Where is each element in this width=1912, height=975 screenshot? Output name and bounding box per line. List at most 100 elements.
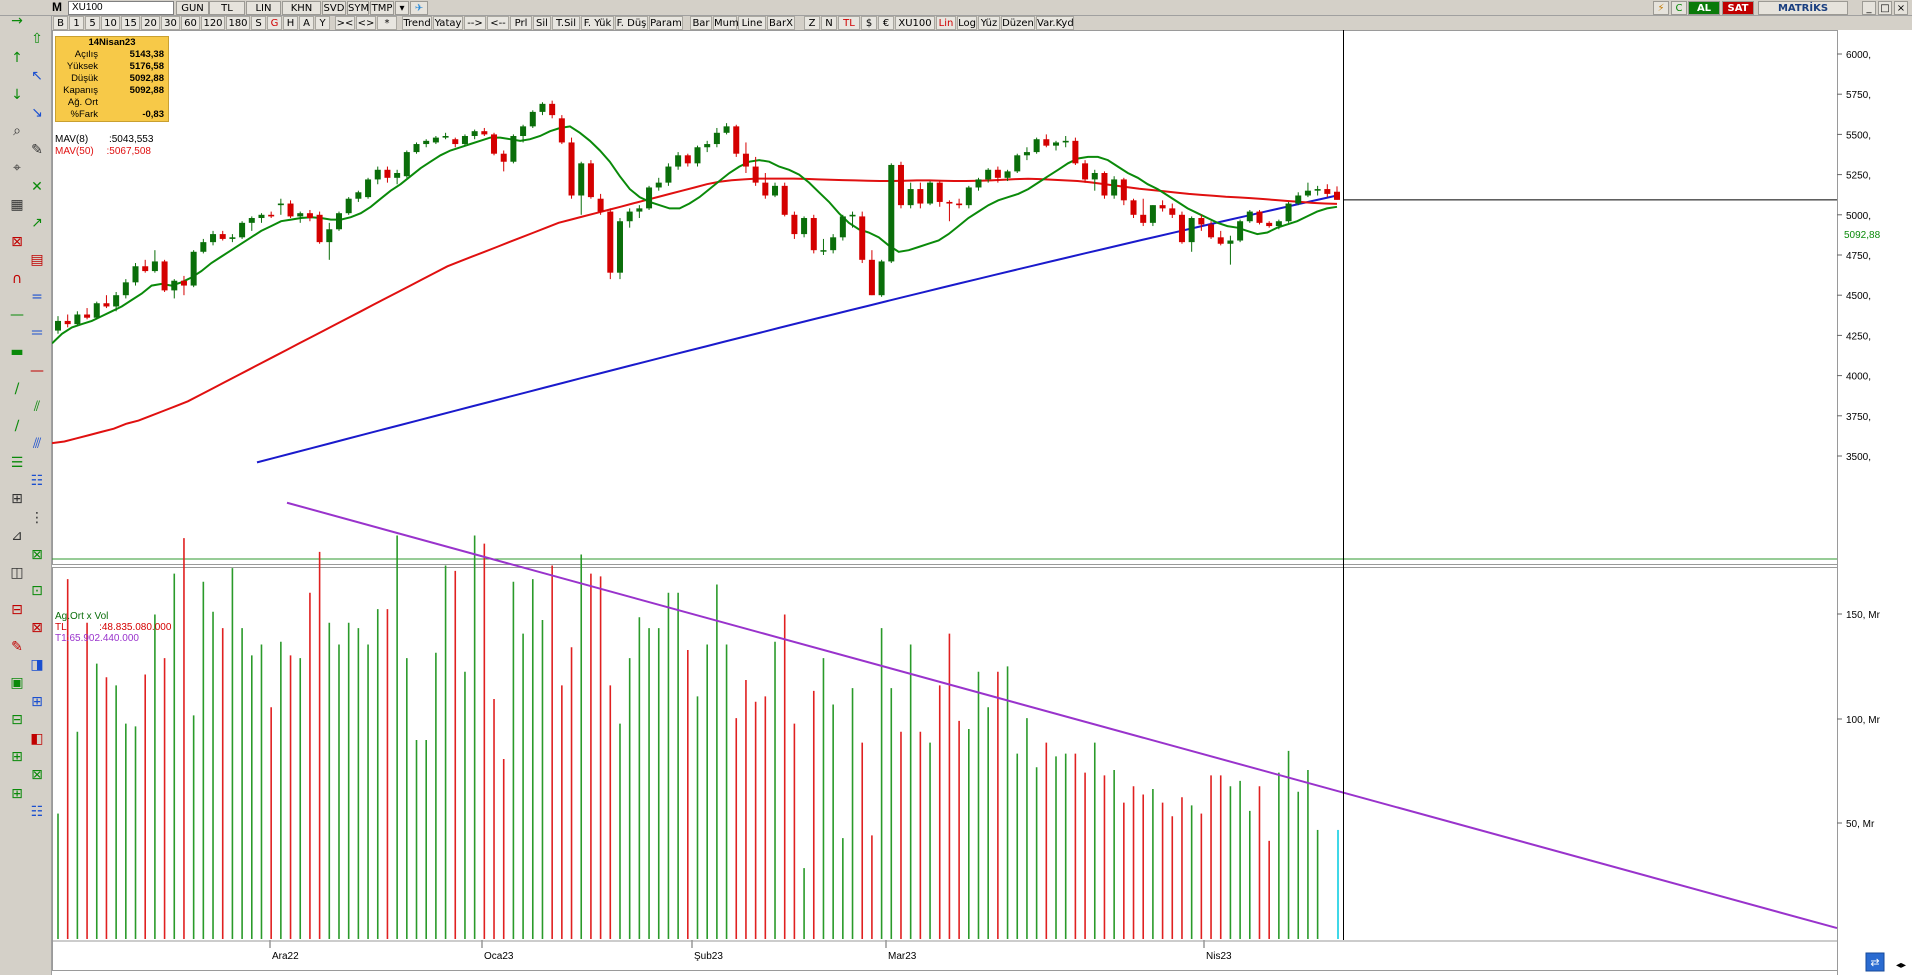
tool-icon-4[interactable]: ↓ [11,86,23,103]
tool-icon-15[interactable]: = [31,289,43,305]
option-button-7[interactable]: Log [957,16,977,30]
tool-icon-35[interactable]: ◨ [30,657,44,673]
period-button-gun[interactable]: GUN [176,1,209,15]
candle[interactable] [219,230,226,241]
candle[interactable] [113,291,120,312]
tool-icon-8[interactable]: ⌖ [13,160,21,177]
price-chart-svg[interactable]: 6000, 5750, 5500, 5250, 5000, 4750, 4500, 4250,… [52,30,1912,975]
candle[interactable] [529,110,536,128]
draw-button-0[interactable]: Trend [402,16,432,30]
interval-button-180[interactable]: 180 [226,16,250,30]
menu-m-icon[interactable]: M [52,0,62,14]
candle[interactable] [403,150,410,178]
interval-button-1[interactable]: 1 [69,16,84,30]
draw-button-3[interactable]: <-- [487,16,509,30]
candle[interactable] [897,161,904,209]
candle[interactable] [868,250,875,296]
candle[interactable] [1266,221,1273,228]
candle[interactable] [1314,185,1321,196]
tool-icon-27[interactable]: ⋮ [30,509,44,526]
candle[interactable] [684,153,691,167]
minimize-icon[interactable]: _ [1862,1,1876,15]
candle[interactable] [180,275,187,296]
candle[interactable] [1149,205,1156,227]
candle[interactable] [956,198,963,209]
candle[interactable] [200,238,207,254]
tool-icon-6[interactable]: ⌕ [13,123,21,140]
option-button-5[interactable]: XU100 [895,16,935,30]
candle[interactable] [587,160,594,199]
chart-type-line[interactable]: Line [738,16,766,30]
candle[interactable] [74,311,81,326]
interval-button-s[interactable]: S [251,16,266,30]
candle[interactable] [1111,176,1118,199]
tool-icon-26[interactable]: ⊞ [11,491,23,508]
candle[interactable] [481,127,488,137]
candle[interactable] [1237,219,1244,243]
candle[interactable] [297,211,304,223]
tool-icon-29[interactable]: ⊠ [31,546,43,563]
tool-icon-28[interactable]: ⊿ [11,528,23,545]
candle[interactable] [1275,219,1282,230]
option-button-10[interactable]: Var.Kyd [1036,16,1074,30]
candle[interactable] [239,221,246,239]
candle[interactable] [752,156,759,186]
candle[interactable] [1023,147,1030,161]
candle[interactable] [849,211,856,228]
interval-button-h[interactable]: H [283,16,298,30]
candle[interactable] [277,198,284,215]
candle[interactable] [1072,137,1079,165]
candle[interactable] [1304,182,1311,198]
option-button-2[interactable]: TL [838,16,860,30]
candle[interactable] [859,211,866,264]
candle[interactable] [830,234,837,254]
candle[interactable] [1130,198,1137,219]
tool-icon-9[interactable]: ✕ [31,178,43,195]
tool-icon-7[interactable]: ✎ [31,141,43,158]
interval-button-b[interactable]: B [53,16,68,30]
interval-button-g[interactable]: G [267,16,282,30]
tool-icon-20[interactable]: / [14,381,20,397]
period-button-sym[interactable]: SYM [347,1,370,15]
option-button-8[interactable]: Yüz [978,16,1000,30]
candle[interactable] [839,214,846,241]
candle[interactable] [452,137,459,148]
candle[interactable] [1091,169,1098,191]
candle[interactable] [568,137,575,199]
candle[interactable] [500,150,507,172]
candle[interactable] [258,213,265,223]
tool-icon-2[interactable]: ↑ [11,49,23,66]
candle[interactable] [122,279,129,299]
candle[interactable] [1256,209,1263,225]
close-icon[interactable]: × [1894,1,1908,15]
candle[interactable] [762,172,769,199]
candle[interactable] [335,211,342,231]
candle[interactable] [975,177,982,191]
tool-icon-34[interactable]: ✎ [11,638,23,655]
dropdown-icon[interactable]: ▾ [395,1,409,15]
period-button-svd[interactable]: SVD [322,1,346,15]
candle[interactable] [394,169,401,185]
candle[interactable] [1004,169,1011,182]
interval-button-60[interactable]: 60 [181,16,200,30]
tool-icon-19[interactable]: — [30,362,44,379]
candle[interactable] [1062,136,1069,148]
candle[interactable] [675,152,682,170]
candle[interactable] [655,177,662,191]
refresh-icon[interactable] [1865,952,1885,972]
candle[interactable] [1043,134,1050,148]
candle[interactable] [510,134,517,164]
candle[interactable] [190,250,197,288]
chart-type-barx[interactable]: BarX [767,16,795,30]
option-button-1[interactable]: N [821,16,837,30]
candle[interactable] [423,139,430,148]
candle[interactable] [888,163,895,264]
chart-area[interactable]: 6000, 5750, 5500, 5250, 5000, 4750, 4500, 4250,… [52,30,1912,975]
candle[interactable] [1227,235,1234,265]
pin-icon[interactable]: ⚡ [1653,1,1669,15]
draw-button-8[interactable]: F. Düş [615,16,648,30]
tool-icon-32[interactable]: ⊟ [11,601,23,618]
candle[interactable] [1333,186,1341,200]
tool-icon-38[interactable]: ⊟ [11,712,23,729]
candle[interactable] [1140,198,1147,227]
